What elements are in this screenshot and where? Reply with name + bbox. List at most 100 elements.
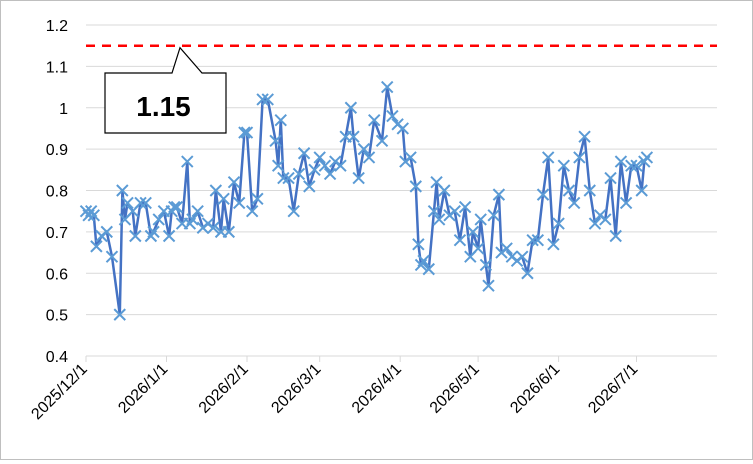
y-tick-label: 0.4 [46,349,68,366]
reference-callout: 1.15 [104,46,227,134]
data-point-marker [191,204,204,218]
x-tick-label: 2026/3/1 [268,361,324,417]
data-point-marker [232,196,246,210]
data-point-marker [352,171,365,185]
data-point-marker [251,192,264,205]
data-point-marker [588,217,602,230]
x-tick-label: 2026/2/1 [196,361,252,417]
data-point-marker [458,200,472,214]
data-point-marker [344,101,358,114]
data-point-marker [578,130,591,143]
data-point-marker [409,180,422,193]
data-point-marker [100,225,113,239]
series-line [84,85,648,316]
data-point-marker [466,225,480,239]
data-point-marker [318,159,332,172]
y-tick-label: 0.6 [46,266,68,283]
x-tick-label: 2026/1/1 [115,361,171,417]
data-point-marker [404,151,417,164]
data-point-marker [368,113,381,127]
y-tick-label: 0.5 [46,308,68,325]
data-point-marker [474,213,487,226]
data-point-marker [313,151,326,164]
data-point-marker [557,159,571,172]
x-tick-label: 2026/7/1 [585,361,641,417]
data-point-marker [417,254,430,268]
data-point-marker [521,267,534,280]
data-point-marker [134,196,147,210]
data-point-marker [238,126,251,139]
data-point-marker [362,151,376,164]
data-point-marker [625,159,638,172]
data-point-marker [245,204,259,218]
data-point-marker [375,134,389,148]
data-point-marker [386,109,399,123]
data-point-marker [599,213,612,226]
x-tick-label: 2026/5/1 [427,361,483,417]
data-point-marker [308,163,321,177]
data-point-marker [87,209,100,222]
data-point-marker [113,308,126,321]
data-point-marker [479,258,493,272]
data-point-marker [614,155,628,168]
data-point-marker [536,188,550,201]
data-point-marker [381,80,394,94]
data-point-marker [562,184,576,197]
data-point-marker [448,204,461,218]
data-point-marker [347,130,360,143]
data-point-marker [573,151,586,164]
data-point-marker [256,93,269,106]
data-point-marker [357,142,371,156]
y-tick-label: 0.7 [46,225,68,242]
y-tick-label: 1 [59,101,68,118]
data-point-marker [105,250,119,263]
data-point-marker [609,229,622,243]
data-point-marker [427,204,441,218]
data-point-marker [526,233,539,247]
data-point-marker [168,200,181,214]
data-point-marker [116,184,129,197]
y-tick-label: 0.9 [46,142,68,159]
y-tick-label: 0.8 [46,184,68,201]
data-point-marker [303,180,316,193]
data-point-marker [432,213,446,226]
data-point-marker [516,250,529,263]
data-point-marker [181,155,194,168]
data-point-marker [207,221,220,234]
x-tick-label: 2025/12/1 [28,361,90,423]
data-point-marker [635,184,648,197]
x-tick-label: 2026/6/1 [507,361,563,417]
data-point-marker [222,225,236,239]
data-point-marker [547,238,560,251]
data-point-marker [412,238,425,251]
data-point-marker [282,171,295,185]
reference-callout-label: 1.15 [136,91,191,122]
data-point-marker [261,93,274,106]
data-point-marker [227,176,241,189]
data-point-marker [471,242,485,255]
data-point-marker [487,209,500,222]
data-point-marker [619,196,633,210]
data-point-marker [552,217,565,230]
data-point-marker [334,159,347,172]
data-point-marker [170,200,184,214]
data-point-marker [287,204,300,218]
data-point-marker [147,225,160,239]
data-point-marker [297,147,311,160]
data-point-marker [396,122,410,135]
data-point-marker [422,262,435,276]
data-point-marker [492,188,506,201]
data-point-marker [162,229,176,243]
data-point-marker [277,171,290,185]
data-point-marker [292,167,306,181]
data-point-marker [217,192,230,205]
data-point-marker [152,213,165,226]
data-point-marker [121,196,134,210]
data-point-marker [129,229,142,243]
x-tick-label: 2026/4/1 [349,361,405,417]
y-tick-label: 1.2 [46,18,68,35]
series [79,80,654,321]
data-point-marker [90,240,103,253]
data-point-marker [630,159,643,172]
